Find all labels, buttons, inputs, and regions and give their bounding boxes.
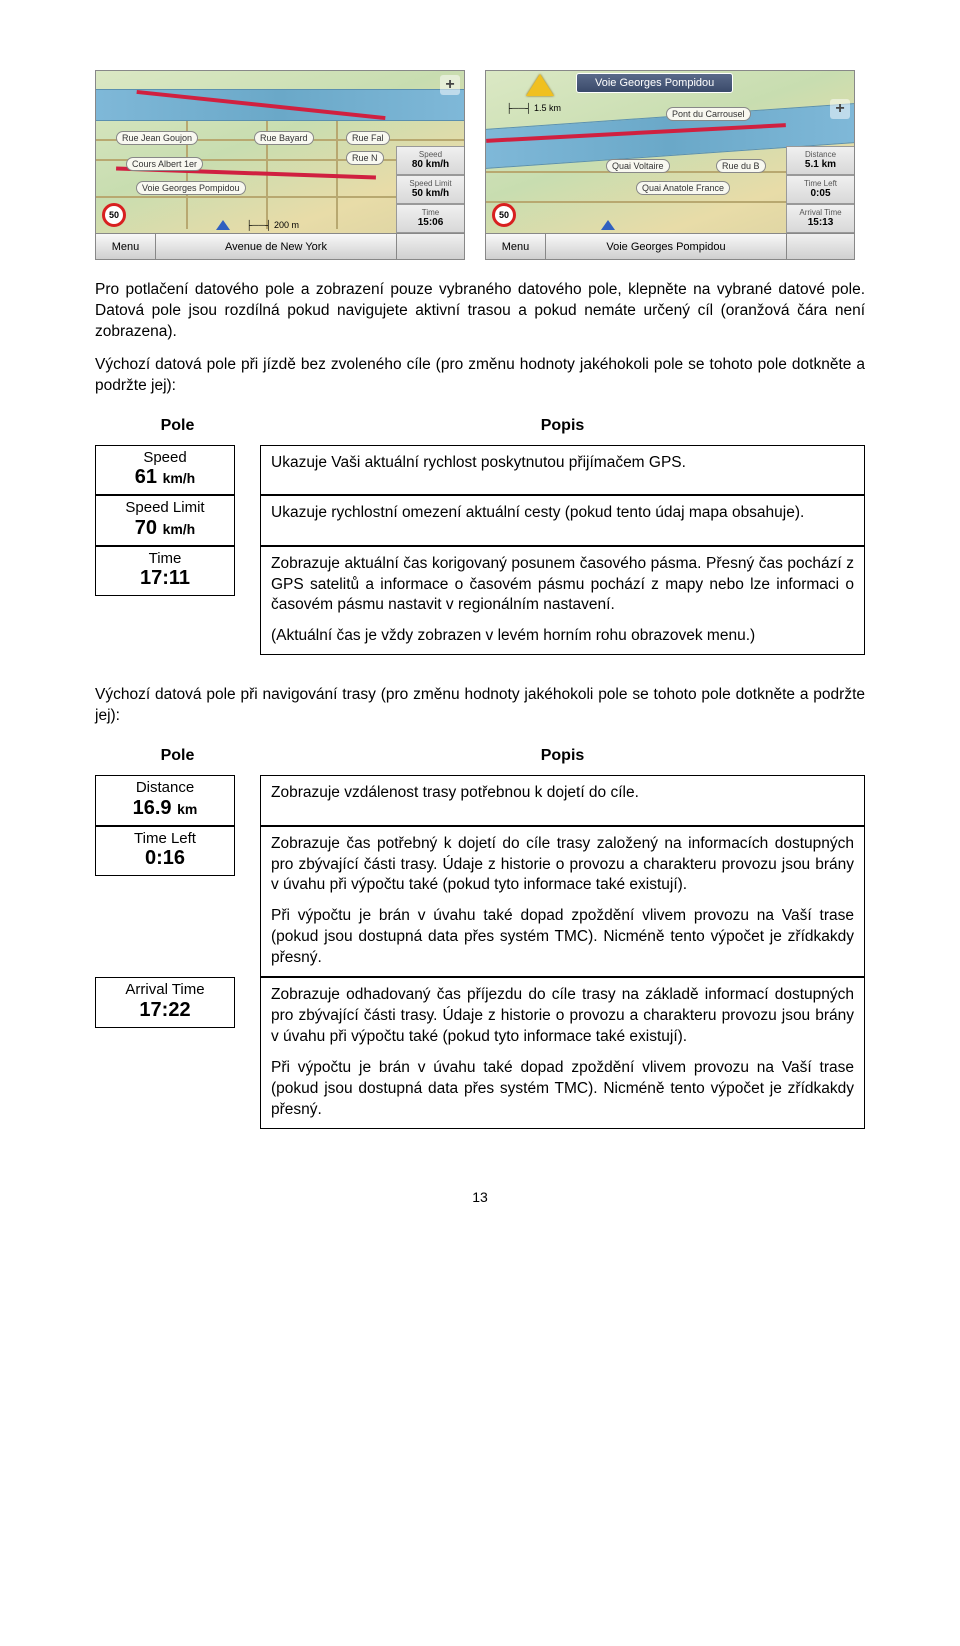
- fields-table-2: Pole Popis Distance 16.9 km Zobrazuje vz…: [95, 739, 865, 1129]
- panel-time[interactable]: Time15:06: [396, 204, 464, 233]
- side-data-panel: Distance5.1 km Time Left0:05 Arrival Tim…: [786, 146, 854, 233]
- field-desc: Zobrazuje aktuální čas korigovaný posune…: [260, 546, 865, 656]
- field-label: Speed Limit: [96, 500, 234, 517]
- field-box-time: Time 17:11: [95, 546, 235, 597]
- speed-limit-sign: 50: [102, 203, 126, 227]
- side-data-panel: Speed80 km/h Speed Limit50 km/h Time15:0…: [396, 146, 464, 233]
- field-box-arrival-time: Arrival Time 17:22: [95, 977, 235, 1028]
- direction-sign: Voie Georges Pompidou: [576, 73, 733, 93]
- speed-limit-value: 50: [109, 210, 119, 220]
- triangle-icon: [601, 220, 615, 230]
- zoom-in-button[interactable]: +: [440, 75, 460, 95]
- turn-arrow-icon: [526, 74, 554, 96]
- scale-bar: ├──┤ 200 m: [246, 220, 299, 230]
- field-value: 17:11: [96, 567, 234, 589]
- current-street: Voie Georges Pompidou: [546, 234, 786, 259]
- field-box-speed-limit: Speed Limit 70 km/h: [95, 495, 235, 546]
- intro-para-1: Pro potlačení datového pole a zobrazení …: [95, 280, 865, 343]
- field-box-distance: Distance 16.9 km: [95, 775, 235, 826]
- street-label: Quai Voltaire: [606, 159, 670, 173]
- field-label: Arrival Time: [96, 982, 234, 999]
- street-label: Quai Anatole France: [636, 181, 730, 195]
- field-label: Time: [96, 551, 234, 568]
- field-desc: Ukazuje Vaši aktuální rychlost poskytnut…: [260, 445, 865, 496]
- panel-arrival[interactable]: Arrival Time15:13: [786, 204, 854, 233]
- map-right: Voie Georges Pompidou Pont du Carrousel …: [485, 70, 855, 260]
- speed-limit-sign: 50: [492, 203, 516, 227]
- header-pole: Pole: [95, 739, 260, 775]
- field-box-time-left: Time Left 0:16: [95, 826, 235, 877]
- mid-para: Výchozí datová pole při navigování trasy…: [95, 685, 865, 727]
- field-label: Speed: [96, 450, 234, 467]
- header-popis: Popis: [260, 739, 865, 775]
- field-value: 0:16: [96, 847, 234, 869]
- field-desc: Ukazuje rychlostní omezení aktuální cest…: [260, 495, 865, 546]
- panel-speed[interactable]: Speed80 km/h: [396, 146, 464, 175]
- field-label: Distance: [96, 780, 234, 797]
- menu-button[interactable]: Menu: [486, 234, 546, 259]
- field-value: 17:22: [96, 999, 234, 1021]
- panel-time-left[interactable]: Time Left0:05: [786, 175, 854, 204]
- field-value: 61 km/h: [96, 466, 234, 488]
- menu-button[interactable]: Menu: [96, 234, 156, 259]
- map-left: Rue Jean Goujon Rue Bayard Rue Fal Rue N…: [95, 70, 465, 260]
- field-desc: Zobrazuje odhadovaný čas příjezdu do cíl…: [260, 977, 865, 1129]
- field-desc: Zobrazuje čas potřebný k dojetí do cíle …: [260, 826, 865, 978]
- panel-distance[interactable]: Distance5.1 km: [786, 146, 854, 175]
- fields-table-1: Pole Popis Speed 61 km/h Ukazuje Vaši ak…: [95, 409, 865, 656]
- field-value: 70 km/h: [96, 517, 234, 539]
- speed-limit-value: 50: [499, 210, 509, 220]
- header-popis: Popis: [260, 409, 865, 445]
- triangle-icon: [216, 220, 230, 230]
- street-label: Rue Fal: [346, 131, 390, 145]
- panel-speed-limit[interactable]: Speed Limit50 km/h: [396, 175, 464, 204]
- street-label: Rue Bayard: [254, 131, 314, 145]
- street-label: Voie Georges Pompidou: [136, 181, 246, 195]
- street-label: Cours Albert 1er: [126, 157, 203, 171]
- page-number: 13: [95, 1189, 865, 1205]
- scale-bar: ├──┤ 1.5 km: [506, 103, 561, 113]
- street-label: Pont du Carrousel: [666, 107, 751, 121]
- street-label: Rue du B: [716, 159, 766, 173]
- field-desc: Zobrazuje vzdálenost trasy potřebnou k d…: [260, 775, 865, 826]
- header-pole: Pole: [95, 409, 260, 445]
- current-street: Avenue de New York: [156, 234, 396, 259]
- intro-para-2: Výchozí datová pole při jízdě bez zvolen…: [95, 355, 865, 397]
- zoom-in-button[interactable]: +: [830, 99, 850, 119]
- field-label: Time Left: [96, 831, 234, 848]
- field-value: 16.9 km: [96, 797, 234, 819]
- field-box-speed: Speed 61 km/h: [95, 445, 235, 496]
- map-screenshots-row: Rue Jean Goujon Rue Bayard Rue Fal Rue N…: [95, 70, 865, 260]
- street-label: Rue N: [346, 151, 384, 165]
- street-label: Rue Jean Goujon: [116, 131, 198, 145]
